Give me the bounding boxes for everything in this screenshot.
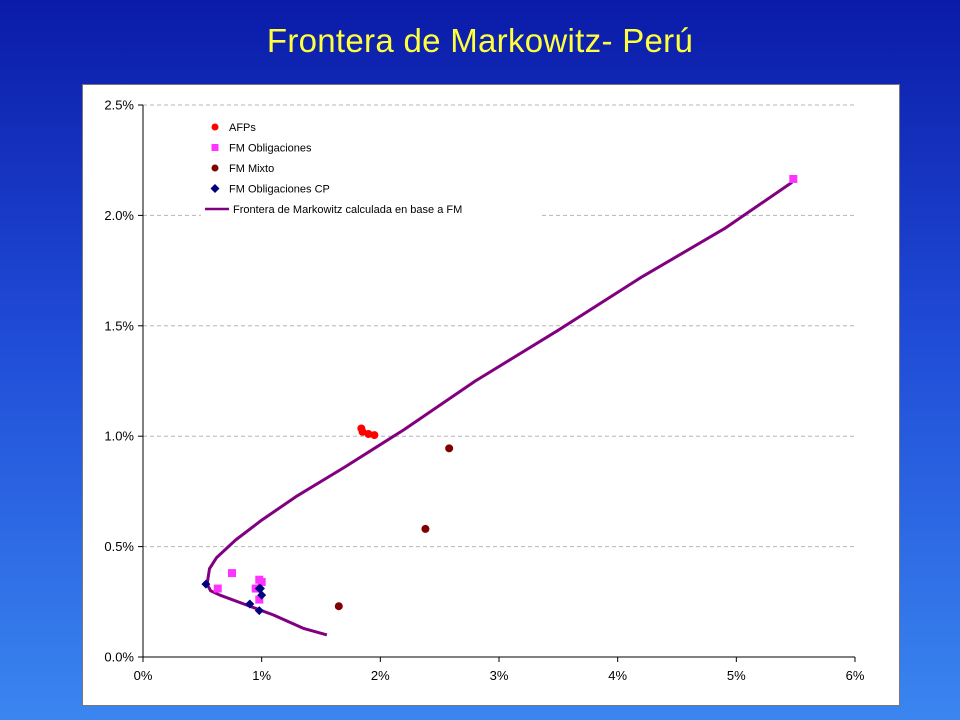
- fm-mixto-point: [445, 444, 454, 453]
- legend-swatch-fm-obligaciones: [211, 144, 219, 151]
- legend-label-frontera-de-markowitz-calculada-en-base-a-fm: Frontera de Markowitz calculada en base …: [233, 204, 462, 216]
- frontier-line-layer: [205, 181, 793, 637]
- x-tick-label: 3%: [490, 668, 509, 683]
- fm-obligaciones-point: [213, 584, 222, 593]
- chart-frame: 0% 1% 2% 3% 4% 5% 6% 0.0% 0.5% 1.0% 1.5% 2.0% 2.5% …: [82, 84, 900, 706]
- fm-mixto-point: [421, 524, 430, 533]
- axes: [138, 104, 856, 662]
- legend-label-fm-obligaciones: FM Obligaciones: [229, 143, 312, 155]
- fm-obligaciones-cp-point: [201, 579, 211, 589]
- y-tick-label: 1.0%: [104, 429, 134, 444]
- legend-label-fm-mixto: FM Mixto: [229, 163, 274, 175]
- x-tick-label: 0%: [134, 668, 153, 683]
- data-points-layer: [201, 174, 798, 616]
- slide-title: Frontera de Markowitz- Perú: [266, 22, 694, 59]
- y-tick-label: 0.0%: [104, 650, 134, 665]
- legend-label-afps: AFPs: [229, 122, 256, 134]
- x-tick-label: 2%: [371, 668, 390, 683]
- fm-obligaciones-cp-point: [245, 599, 255, 609]
- fm-obligaciones-point: [228, 569, 236, 578]
- afps-point: [370, 431, 379, 440]
- fm-obligaciones-cp-point: [257, 590, 267, 600]
- y-tick-label: 2.5%: [104, 98, 134, 113]
- fm-obligaciones-point: [257, 577, 266, 586]
- y-tick-label: 1.5%: [104, 318, 134, 333]
- x-tick-label: 1%: [252, 668, 271, 683]
- fm-obligaciones-point: [789, 174, 798, 183]
- legend-swatch-fm-obligaciones-cp: [210, 184, 220, 193]
- x-tick-label: 5%: [727, 668, 746, 683]
- fm-mixto-point: [334, 602, 343, 611]
- legend-swatch-afps: [211, 123, 219, 131]
- y-tick-label: 0.5%: [104, 539, 134, 554]
- x-tick-label: 4%: [608, 668, 627, 683]
- y-tick-labels: 0.0% 0.5% 1.0% 1.5% 2.0% 2.5%: [104, 98, 134, 665]
- fm-obligaciones-cp-point: [254, 606, 264, 616]
- fm-obligaciones-point: [255, 595, 264, 604]
- markowitz-chart: 0% 1% 2% 3% 4% 5% 6% 0.0%0.5%1.0%1.5%2.0%2.5% …: [104, 98, 865, 684]
- x-tick-labels: 0% 1% 2% 3% 4% 5% 6%: [134, 668, 865, 683]
- afps-point: [364, 429, 373, 438]
- legend-label-fm-obligaciones-cp: FM Obligaciones CP: [229, 184, 330, 196]
- legend: AFPs FM Obligaciones FM Mixto FM Obligacion…: [201, 115, 541, 222]
- frontier-line: [205, 181, 793, 637]
- x-tick-label: 6%: [846, 668, 865, 683]
- legend-background: [201, 115, 541, 222]
- legend-swatch-fm-mixto: [211, 164, 219, 172]
- y-tick-label: 2.0%: [104, 208, 134, 223]
